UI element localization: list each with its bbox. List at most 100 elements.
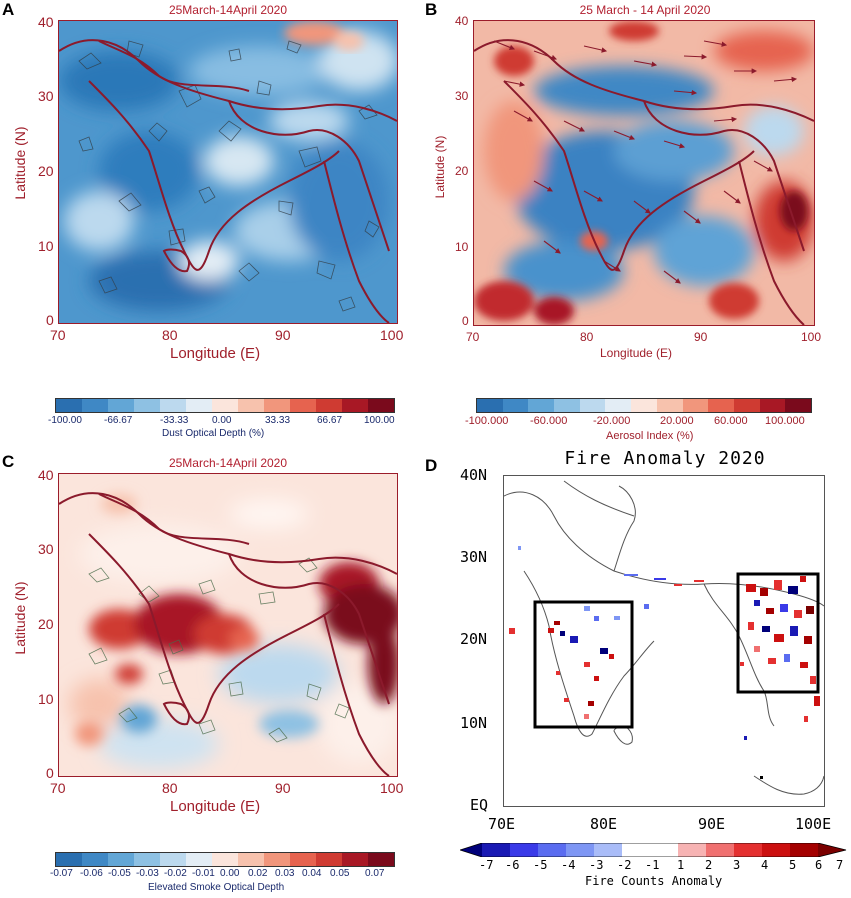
c-xtick-90: 90 [275,780,291,796]
b-ytick-30: 30 [455,89,469,103]
b-colorbar [476,398,812,413]
c-cbar-label: Elevated Smoke Optical Depth [148,882,285,893]
d-cbar-tick-2: -5 [533,858,548,872]
d-ytick-10: 10N [460,714,488,732]
c-cbar-tick-4: -0.02 [164,868,187,879]
d-ytick-30: 30N [460,548,488,566]
a-cbar-tick-6: 100.00 [364,415,395,426]
c-cbar-tick-5: -0.01 [192,868,215,879]
panel-a-title: 25March-14April 2020 [168,3,288,17]
d-cbar-tick-3: -4 [561,858,576,872]
c-xtick-100: 100 [380,780,404,796]
panel-c-title: 25March-14April 2020 [168,456,288,470]
a-xtick-70: 70 [50,327,66,343]
b-cbar-tick-4: 60.000 [714,415,748,427]
a-cbar-tick-1: -66.67 [104,415,133,426]
b-xtick-100: 100 [801,330,822,344]
c-ytick-20: 20 [38,616,54,632]
d-cbar-tick-9: 3 [733,858,741,872]
a-cbar-tick-4: 33.33 [265,415,291,426]
d-xtick-80: 80E [590,815,618,833]
b-ytick-40: 40 [455,14,469,28]
b-xtick-90: 90 [694,330,708,344]
a-xtick-90: 90 [275,327,291,343]
b-ytick-10: 10 [455,240,469,254]
d-cbar-tick-4: -3 [589,858,604,872]
a-ylabel: Latitude (N) [12,126,28,200]
a-cbar-tick-3: 0.00 [212,415,232,426]
panel-a-field [59,21,397,323]
c-cbar-tick-1: -0.06 [80,868,103,879]
c-cbar-tick-11: 0.07 [365,868,385,879]
b-cbar-tick-3: 20.000 [660,415,694,427]
b-ylabel: Latitude (N) [433,135,447,199]
a-cbar-tick-0: -100.00 [48,415,82,426]
b-cbar-tick-0: -100.000 [465,415,509,427]
c-xtick-80: 80 [162,780,178,796]
panel-letter-a: A [2,0,15,19]
d-ytick-eq: EQ [470,796,489,814]
d-cbar-tick-7: 1 [677,858,685,872]
c-cbar-tick-8: 0.03 [275,868,295,879]
b-cbar-tick-1: -60.000 [530,415,568,427]
c-cbar-tick-2: -0.05 [108,868,131,879]
a-xtick-80: 80 [162,327,178,343]
d-ytick-40: 40N [460,466,488,484]
a-xlabel: Longitude (E) [170,345,261,362]
a-cbar-tick-2: -33.33 [160,415,189,426]
d-cbar-tick-8: 2 [705,858,713,872]
a-xtick-100: 100 [380,327,404,343]
a-colorbar [55,398,395,413]
d-cbar-tick-6: -1 [645,858,660,872]
d-xtick-100: 100E [795,815,832,833]
panel-a-map [58,20,398,324]
panel-letter-c: C [2,452,15,471]
a-ytick-0: 0 [46,312,54,328]
c-cbar-tick-3: -0.03 [136,868,159,879]
c-cbar-tick-7: 0.02 [248,868,268,879]
c-ytick-10: 10 [38,691,54,707]
d-cbar-tick-13: 7 [836,858,844,872]
d-cbar-tick-12: 6 [815,858,823,872]
c-cbar-tick-10: 0.05 [330,868,350,879]
d-cbar-tick-11: 5 [789,858,797,872]
c-cbar-tick-6: 0.00 [220,868,240,879]
b-xlabel: Longitude (E) [600,346,673,360]
d-cbar-tick-1: -6 [505,858,520,872]
a-ytick-40: 40 [38,14,54,30]
d-cbar-tick-10: 4 [761,858,769,872]
d-fire-pixels [509,546,820,779]
d-cbar-tick-0: -7 [479,858,494,872]
panel-letter-b: B [425,0,438,19]
a-ytick-20: 20 [38,163,54,179]
c-cbar-tick-0: -0.07 [50,868,73,879]
b-xtick-70: 70 [466,330,480,344]
panel-b-title: 25 March - 14 April 2020 [579,3,711,17]
b-xtick-80: 80 [580,330,594,344]
d-cbar-tick-5: -2 [617,858,632,872]
panel-b-field [474,21,814,325]
b-cbar-label: Aerosol Index (%) [606,430,694,442]
panel-d-field [504,476,824,806]
d-cbar-label: Fire Counts Anomaly [585,874,723,888]
d-colorbar [458,842,850,858]
panel-d-map [503,475,825,807]
b-cbar-tick-2: -20.000 [593,415,631,427]
d-ytick-20: 20N [460,630,488,648]
panel-letter-d: D [425,456,438,475]
a-ytick-10: 10 [38,238,54,254]
c-colorbar [55,852,395,867]
c-ytick-30: 30 [38,541,54,557]
d-xtick-70: 70E [488,815,516,833]
b-ytick-0: 0 [462,314,469,328]
a-cbar-tick-5: 66.67 [317,415,343,426]
c-ytick-0: 0 [46,765,54,781]
panel-c-field [59,474,397,776]
a-ytick-30: 30 [38,88,54,104]
c-xtick-70: 70 [50,780,66,796]
panel-d-title: Fire Anomaly 2020 [564,448,766,469]
panel-b-map [473,20,815,326]
c-ytick-40: 40 [38,467,54,483]
panel-c-map [58,473,398,777]
a-cbar-label: Dust Optical Depth (%) [162,428,265,439]
